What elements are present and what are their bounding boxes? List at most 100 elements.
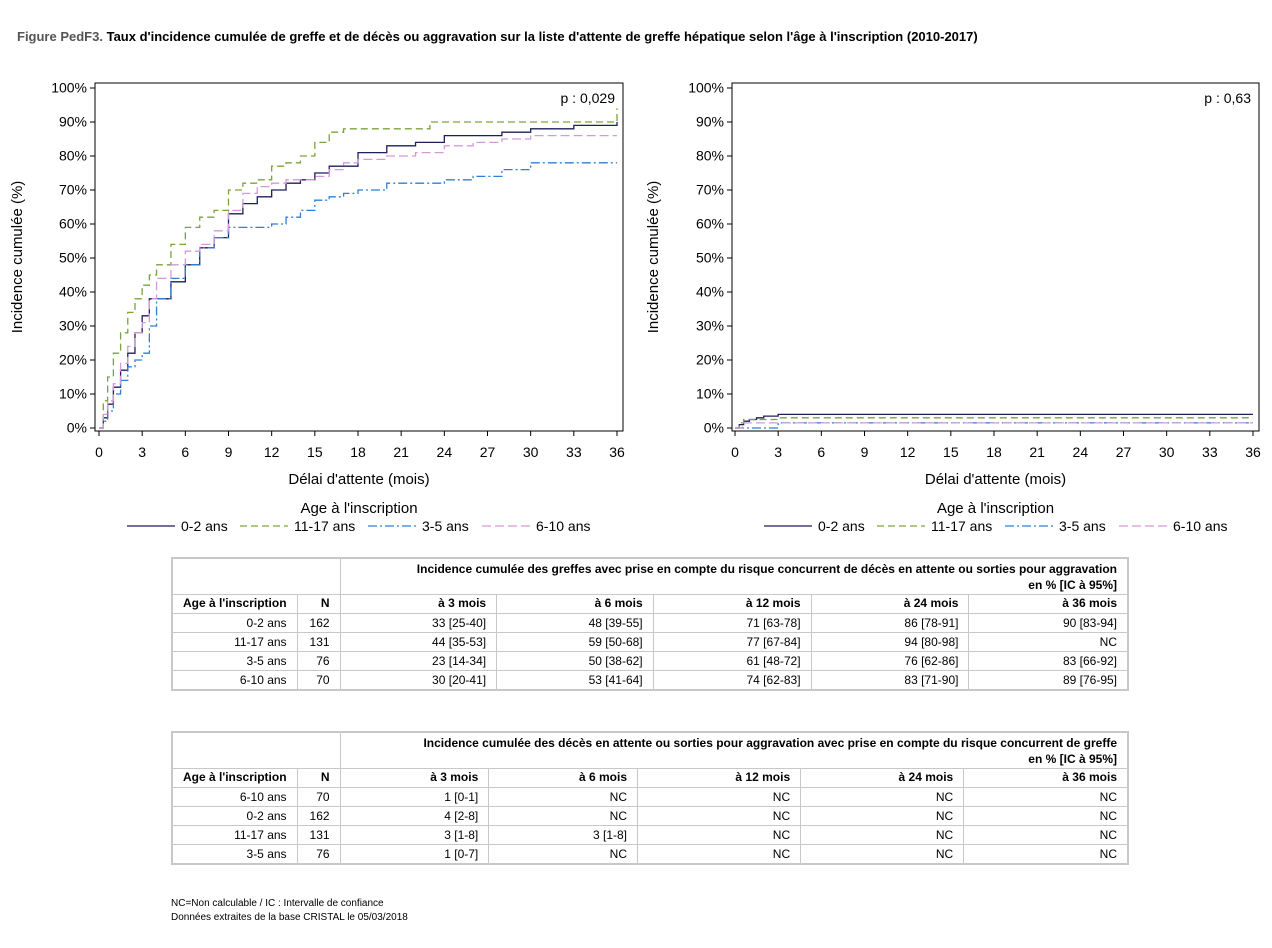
table-greffes: Incidence cumulée des greffes avec prise… — [171, 557, 1129, 691]
legend-label: 0-2 ans — [181, 518, 228, 534]
chart-1: 0%10%20%30%40%50%60%70%80%90%100%0 3 6 9 12 1… — [9, 80, 625, 535]
table-title: Incidence cumulée des greffes avec prise… — [339, 557, 1129, 595]
row-value: NC — [800, 787, 965, 807]
row-value: 3 [1-8] — [488, 825, 639, 845]
row-value: 53 [41-64] — [496, 670, 654, 691]
table-row: 11-17 ans 131 3 [1-8] 3 [1-8] NC NC NC — [171, 825, 1129, 845]
table-row: 3-5 ans 76 1 [0-7] NC NC NC NC — [171, 844, 1129, 865]
row-value: 90 [83-94] — [968, 613, 1129, 633]
y-tick-label: 20% — [59, 352, 87, 368]
row-age: 11-17 ans — [171, 825, 298, 845]
table-row: 0-2 ans 162 4 [2-8] NC NC NC NC — [171, 806, 1129, 826]
table-row: 6-10 ans 70 1 [0-1] NC NC NC NC — [171, 787, 1129, 807]
col-header: à 24 mois — [810, 594, 970, 614]
x-tick-label: 18 — [350, 444, 366, 460]
x-tick-label: 6 — [181, 444, 189, 460]
charts-area: 0%10%20%30%40%50%60%70%80%90%100%0 3 6 9 12 1… — [9, 80, 1261, 535]
row-value: NC — [488, 806, 639, 826]
x-axis-label: Délai d'attente (mois) — [925, 471, 1066, 488]
row-n: 70 — [296, 787, 341, 807]
x-tick-label: 27 — [1116, 444, 1132, 460]
row-value: NC — [800, 844, 965, 865]
series-line-3-5-ans — [735, 422, 1253, 429]
col-header: à 3 mois — [339, 594, 498, 614]
series-line-3-5-ans — [99, 162, 617, 429]
row-value: 1 [0-7] — [339, 844, 490, 865]
footnote-abbrev: NC=Non calculable / IC : Intervalle de c… — [171, 898, 384, 909]
p-value-annotation: p : 0,63 — [1204, 90, 1251, 106]
col-header: à 36 mois — [963, 768, 1129, 788]
row-n: 76 — [296, 844, 341, 865]
table-corner — [171, 557, 341, 595]
x-tick-label: 33 — [1202, 444, 1218, 460]
table-subtitle: en % [IC à 95%] — [1028, 578, 1117, 592]
row-value: 30 [20-41] — [339, 670, 498, 691]
row-n: 76 — [296, 651, 341, 671]
table-title-text: Incidence cumulée des décès en attente o… — [423, 736, 1117, 750]
row-age: 0-2 ans — [171, 806, 298, 826]
y-axis-label: Incidence cumulée (%) — [645, 181, 662, 334]
row-value: NC — [637, 787, 802, 807]
y-tick-label: 70% — [59, 182, 87, 198]
row-age: 11-17 ans — [171, 632, 298, 652]
series-line-11-17-ans — [735, 417, 1253, 429]
row-value: 83 [66-92] — [968, 651, 1129, 671]
row-value: 59 [50-68] — [496, 632, 654, 652]
y-tick-label: 0% — [704, 420, 724, 436]
series-line-11-17-ans — [99, 108, 618, 429]
series-line-6-10-ans — [735, 422, 1253, 429]
y-tick-label: 30% — [696, 318, 724, 334]
x-tick-label: 12 — [900, 444, 916, 460]
x-tick-label: 36 — [1245, 444, 1261, 460]
legend-label: 3-5 ans — [1059, 518, 1106, 534]
x-tick-label: 18 — [986, 444, 1002, 460]
y-tick-label: 90% — [59, 114, 87, 130]
x-tick-label: 3 — [774, 444, 782, 460]
col-header: à 12 mois — [637, 768, 802, 788]
series-line-6-10-ans — [99, 134, 617, 429]
y-tick-label: 40% — [696, 284, 724, 300]
y-axis-label: Incidence cumulée (%) — [9, 181, 26, 334]
row-value: NC — [800, 806, 965, 826]
legend-title: Age à l'inscription — [300, 500, 417, 517]
row-value: NC — [488, 787, 639, 807]
row-n: 131 — [296, 632, 341, 652]
x-tick-label: 21 — [393, 444, 409, 460]
y-tick-label: 60% — [59, 216, 87, 232]
row-n: 131 — [296, 825, 341, 845]
x-tick-label: 6 — [817, 444, 825, 460]
x-tick-label: 15 — [943, 444, 959, 460]
table-row: 6-10 ans 70 30 [20-41] 53 [41-64] 74 [62-83]… — [171, 670, 1129, 691]
x-tick-label: 0 — [95, 444, 103, 460]
table-row: 0-2 ans 162 33 [25-40] 48 [39-55] 71 [63-78]… — [171, 613, 1129, 633]
row-age: 6-10 ans — [171, 670, 298, 691]
row-age: 0-2 ans — [171, 613, 298, 633]
row-value: 89 [76-95] — [968, 670, 1129, 691]
row-value: NC — [968, 632, 1129, 652]
x-tick-label: 15 — [307, 444, 323, 460]
table-body: 0-2 ans 162 33 [25-40] 48 [39-55] 71 [63-78]… — [171, 613, 1129, 691]
row-value: 4 [2-8] — [339, 806, 490, 826]
row-value: NC — [637, 844, 802, 865]
y-tick-label: 10% — [696, 386, 724, 402]
x-tick-label: 12 — [264, 444, 280, 460]
table-body: 6-10 ans 70 1 [0-1] NC NC NC NC 0-2 ans 162 4 [2-… — [171, 787, 1129, 865]
figure-title: Figure PedF3. Taux d'incidence cumulée d… — [17, 29, 978, 44]
row-value: 71 [63-78] — [652, 613, 812, 633]
figure-label: Figure PedF3. — [17, 29, 103, 44]
row-value: 50 [38-62] — [496, 651, 654, 671]
age-header: Age à l'inscription — [171, 768, 298, 788]
y-tick-label: 20% — [696, 352, 724, 368]
table-row: 11-17 ans 131 44 [35-53] 59 [50-68] 77 [67-8… — [171, 632, 1129, 652]
figure-title-text: Taux d'incidence cumulée de greffe et de… — [106, 29, 978, 44]
y-tick-label: 90% — [696, 114, 724, 130]
row-value: NC — [488, 844, 639, 865]
plot-frame — [94, 82, 624, 432]
row-value: 77 [67-84] — [652, 632, 812, 652]
row-value: NC — [963, 825, 1129, 845]
legend-label: 3-5 ans — [422, 518, 469, 534]
table-corner — [171, 731, 341, 769]
row-value: NC — [963, 844, 1129, 865]
footnote-source: Données extraites de la base CRISTAL le … — [171, 912, 408, 923]
x-tick-label: 24 — [437, 444, 453, 460]
